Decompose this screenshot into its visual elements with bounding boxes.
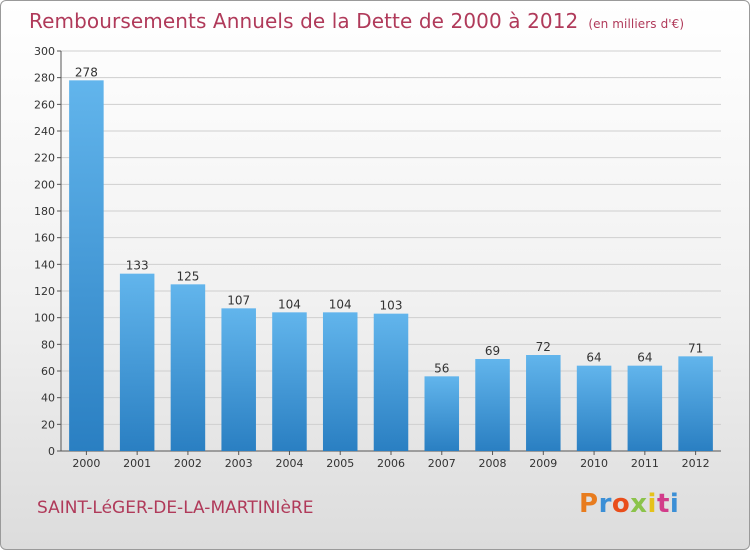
bar-2006 bbox=[373, 313, 409, 451]
bar-2003 bbox=[221, 308, 256, 451]
proxiti-logo: Proxiti bbox=[579, 489, 679, 519]
y-tick-label: 100 bbox=[34, 312, 55, 325]
x-tick-label: 2003 bbox=[225, 457, 253, 470]
value-label: 133 bbox=[126, 259, 149, 273]
chart-title-text: Remboursements Annuels de la Dette de 20… bbox=[29, 9, 579, 33]
y-tick-label: 300 bbox=[34, 45, 55, 58]
x-tick-label: 2012 bbox=[682, 457, 710, 470]
logo-letter: r bbox=[598, 489, 612, 519]
x-tick-label: 2010 bbox=[580, 457, 608, 470]
value-label: 104 bbox=[278, 297, 301, 311]
bar-2005 bbox=[322, 312, 358, 451]
y-tick-label: 220 bbox=[34, 152, 55, 165]
y-tick-label: 280 bbox=[34, 72, 55, 85]
label-layer: 0 20 40 60 80 100 120 140 160 180 200 220 240 260 280 3… bbox=[34, 45, 710, 470]
bar-2012 bbox=[678, 356, 713, 451]
x-tick-label: 2009 bbox=[529, 457, 557, 470]
bar-2010 bbox=[576, 365, 612, 451]
y-tick-label: 60 bbox=[41, 365, 55, 378]
y-tick-label: 240 bbox=[34, 125, 55, 138]
bar-2004 bbox=[272, 312, 307, 451]
value-label: 103 bbox=[380, 299, 403, 313]
logo-letter: t bbox=[656, 489, 670, 519]
y-tick-label: 180 bbox=[34, 205, 55, 218]
bar-2001 bbox=[119, 273, 155, 451]
y-tick-label: 260 bbox=[34, 98, 55, 111]
bar-layer bbox=[69, 80, 713, 451]
value-label: 64 bbox=[637, 351, 652, 365]
y-tick-label: 140 bbox=[34, 258, 55, 271]
logo-letter: o bbox=[611, 489, 631, 519]
x-tick-label: 2000 bbox=[72, 457, 100, 470]
value-label: 104 bbox=[329, 297, 352, 311]
value-label: 107 bbox=[227, 293, 250, 307]
logo-letter: i bbox=[669, 489, 680, 519]
y-tick-label: 80 bbox=[41, 338, 55, 351]
bar-2007 bbox=[424, 376, 460, 451]
value-label: 64 bbox=[586, 351, 601, 365]
x-tick-label: 2007 bbox=[428, 457, 456, 470]
x-tick-label: 2004 bbox=[275, 457, 303, 470]
x-tick-label: 2005 bbox=[326, 457, 354, 470]
value-label: 71 bbox=[688, 341, 703, 355]
value-label: 125 bbox=[176, 269, 199, 283]
x-tick-label: 2011 bbox=[631, 457, 659, 470]
y-tick-label: 0 bbox=[48, 445, 55, 458]
y-tick-label: 120 bbox=[34, 285, 55, 298]
logo-letter: P bbox=[579, 489, 599, 519]
y-tick-label: 20 bbox=[41, 418, 55, 431]
x-tick-label: 2001 bbox=[123, 457, 151, 470]
value-label: 72 bbox=[536, 340, 551, 354]
bar-2008 bbox=[475, 359, 510, 451]
bar-2011 bbox=[627, 365, 663, 451]
y-tick-label: 40 bbox=[41, 392, 55, 405]
y-tick-label: 160 bbox=[34, 232, 55, 245]
chart-title: Remboursements Annuels de la Dette de 20… bbox=[29, 9, 684, 33]
bar-2002 bbox=[170, 284, 206, 451]
value-label: 69 bbox=[485, 344, 500, 358]
bar-2000 bbox=[69, 80, 104, 451]
logo-letter: i bbox=[647, 489, 657, 519]
logo-letter: x bbox=[630, 489, 648, 519]
x-tick-label: 2006 bbox=[377, 457, 405, 470]
value-label: 56 bbox=[434, 361, 449, 375]
value-label: 278 bbox=[75, 65, 98, 79]
chart-subtitle: (en milliers d'€) bbox=[588, 17, 685, 31]
y-tick-label: 200 bbox=[34, 178, 55, 191]
commune-name: SAINT-LéGER-DE-LA-MARTINIèRE bbox=[37, 498, 314, 518]
x-tick-label: 2008 bbox=[479, 457, 507, 470]
x-tick-label: 2002 bbox=[174, 457, 202, 470]
bar-2009 bbox=[526, 355, 561, 451]
